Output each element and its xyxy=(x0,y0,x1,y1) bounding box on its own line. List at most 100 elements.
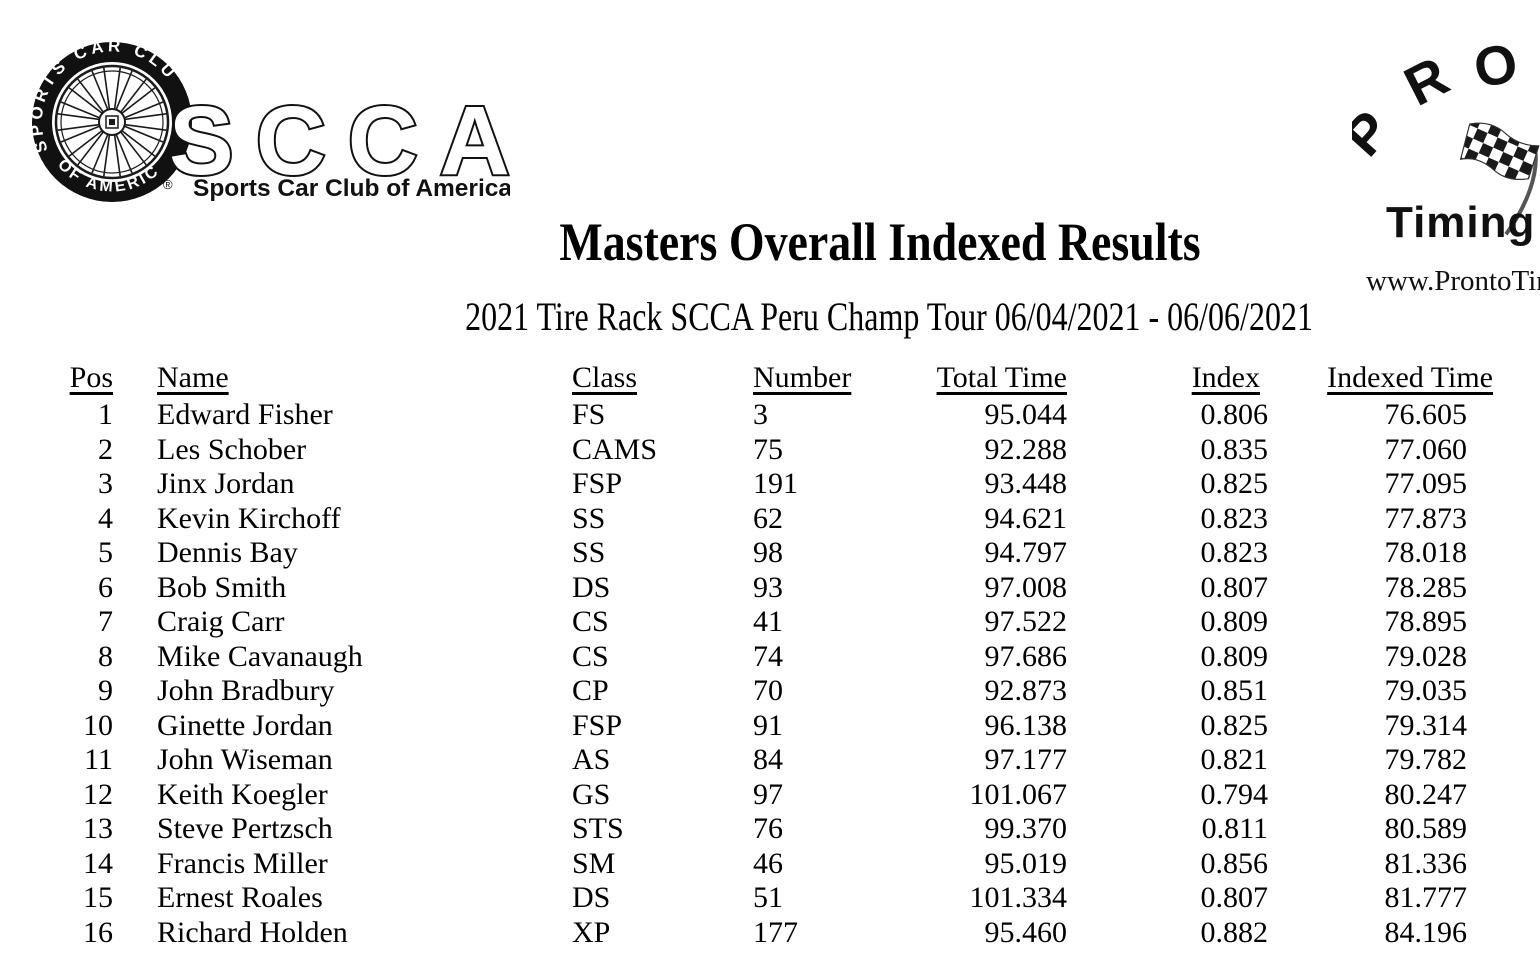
cell-number: 51 xyxy=(753,881,783,915)
cell-pos: 7 xyxy=(98,605,113,639)
cell-number: 84 xyxy=(753,743,783,777)
page-title: Masters Overall Indexed Results xyxy=(559,212,1201,272)
cell-name: Richard Holden xyxy=(157,915,348,949)
cell-index: 0.856 xyxy=(1200,846,1269,880)
cell-total-time: 97.177 xyxy=(984,743,1068,777)
cell-class: SS xyxy=(572,536,606,570)
cell-index: 0.851 xyxy=(1200,674,1269,708)
cell-class: SM xyxy=(572,846,616,880)
cell-total-time: 94.797 xyxy=(984,536,1068,570)
cell-pos: 13 xyxy=(83,812,113,846)
cell-index: 0.823 xyxy=(1200,501,1269,535)
cell-number: 46 xyxy=(753,846,783,880)
cell-number: 98 xyxy=(753,536,783,570)
cell-pos: 1 xyxy=(98,398,113,432)
cell-name: Bob Smith xyxy=(157,570,287,604)
table-row: 14 Francis Miller SM 46 95.019 0.856 81.… xyxy=(0,847,1493,882)
cell-class: CP xyxy=(572,674,609,708)
cell-number: 76 xyxy=(753,812,783,846)
table-row: 7 Craig Carr CS 41 97.522 0.809 78.895 xyxy=(0,605,1493,640)
cell-index: 0.821 xyxy=(1200,743,1269,777)
cell-class: AS xyxy=(572,743,611,777)
cell-indexed-time: 78.895 xyxy=(1384,605,1468,639)
cell-total-time: 92.288 xyxy=(984,432,1068,466)
pronto-brand: Timing xyxy=(1386,198,1535,247)
cell-index: 0.882 xyxy=(1200,915,1269,949)
cell-index: 0.806 xyxy=(1200,398,1269,432)
cell-number: 62 xyxy=(753,501,783,535)
cell-total-time: 96.138 xyxy=(984,708,1068,742)
cell-total-time: 95.019 xyxy=(984,846,1068,880)
table-row: 16 Richard Holden XP 177 95.460 0.882 84… xyxy=(0,916,1493,951)
cell-pos: 2 xyxy=(98,432,113,466)
cell-pos: 6 xyxy=(98,570,113,604)
cell-name: Steve Pertzsch xyxy=(157,812,333,846)
cell-pos: 10 xyxy=(83,708,113,742)
cell-index: 0.809 xyxy=(1200,605,1269,639)
cell-indexed-time: 77.060 xyxy=(1384,432,1468,466)
table-row: 3 Jinx Jordan FSP 191 93.448 0.825 77.09… xyxy=(0,467,1493,502)
cell-number: 75 xyxy=(753,432,783,466)
cell-class: XP xyxy=(572,915,611,949)
scca-acronym: SCCA xyxy=(169,86,510,195)
cell-indexed-time: 81.777 xyxy=(1384,881,1468,915)
cell-index: 0.807 xyxy=(1200,881,1269,915)
cell-class: CAMS xyxy=(572,432,658,466)
cell-class: FSP xyxy=(572,708,623,742)
table-header-row: Pos Name Class Number Total Time Index I… xyxy=(0,358,1493,398)
cell-pos: 3 xyxy=(98,467,113,501)
table-row: 8 Mike Cavanaugh CS 74 97.686 0.809 79.0… xyxy=(0,640,1493,675)
cell-total-time: 95.460 xyxy=(984,915,1068,949)
pronto-timing-logo: P R O Timing www.ProntoTim xyxy=(1352,31,1540,297)
cell-name: Ginette Jordan xyxy=(157,708,333,742)
cell-indexed-time: 76.605 xyxy=(1384,398,1468,432)
cell-indexed-time: 80.247 xyxy=(1384,777,1468,811)
cell-indexed-time: 81.336 xyxy=(1384,846,1468,880)
cell-name: Mike Cavanaugh xyxy=(157,639,363,673)
scca-tagline: Sports Car Club of America xyxy=(193,175,510,202)
cell-total-time: 101.334 xyxy=(969,881,1068,915)
cell-pos: 8 xyxy=(98,639,113,673)
scca-logo: SPORTS CAR CLU OF AMERIC SCCA ® Sports C… xyxy=(30,38,510,202)
cell-pos: 12 xyxy=(83,777,113,811)
pronto-url: www.ProntoTim xyxy=(1366,265,1540,297)
column-header-number: Number xyxy=(753,361,852,394)
cell-number: 91 xyxy=(753,708,783,742)
cell-indexed-time: 77.873 xyxy=(1384,501,1468,535)
svg-text:P: P xyxy=(1352,99,1402,168)
table-row: 10 Ginette Jordan FSP 91 96.138 0.825 79… xyxy=(0,709,1493,744)
cell-class: SS xyxy=(572,501,606,535)
table-row: 1 Edward Fisher FS 3 95.044 0.806 76.605 xyxy=(0,398,1493,433)
cell-indexed-time: 79.314 xyxy=(1384,708,1468,742)
cell-index: 0.811 xyxy=(1201,812,1268,846)
column-header-name: Name xyxy=(157,361,229,394)
cell-name: Francis Miller xyxy=(157,846,328,880)
cell-pos: 15 xyxy=(83,881,113,915)
table-row: 9 John Bradbury CP 70 92.873 0.851 79.03… xyxy=(0,674,1493,709)
cell-name: Kevin Kirchoff xyxy=(157,501,341,535)
cell-class: FSP xyxy=(572,467,623,501)
cell-indexed-time: 84.196 xyxy=(1384,915,1468,949)
cell-pos: 9 xyxy=(98,674,113,708)
cell-pos: 5 xyxy=(98,536,113,570)
cell-indexed-time: 79.028 xyxy=(1384,639,1468,673)
cell-total-time: 97.522 xyxy=(984,605,1068,639)
cell-total-time: 92.873 xyxy=(984,674,1068,708)
cell-index: 0.809 xyxy=(1200,639,1269,673)
column-header-total-time: Total Time xyxy=(936,361,1067,394)
cell-indexed-time: 79.782 xyxy=(1384,743,1468,777)
cell-pos: 14 xyxy=(83,846,113,880)
cell-name: John Wiseman xyxy=(157,743,333,777)
event-subtitle: 2021 Tire Rack SCCA Peru Champ Tour 06/0… xyxy=(465,294,1313,339)
table-row: 5 Dennis Bay SS 98 94.797 0.823 78.018 xyxy=(0,536,1493,571)
table-row: 2 Les Schober CAMS 75 92.288 0.835 77.06… xyxy=(0,433,1493,468)
cell-total-time: 97.008 xyxy=(984,570,1068,604)
cell-class: FS xyxy=(572,398,606,432)
cell-index: 0.807 xyxy=(1200,570,1269,604)
results-table: Pos Name Class Number Total Time Index I… xyxy=(0,358,1493,950)
results-table-body: 1 Edward Fisher FS 3 95.044 0.806 76.605… xyxy=(0,398,1493,950)
cell-number: 70 xyxy=(753,674,783,708)
table-row: 4 Kevin Kirchoff SS 62 94.621 0.823 77.8… xyxy=(0,502,1493,537)
cell-indexed-time: 78.285 xyxy=(1384,570,1468,604)
